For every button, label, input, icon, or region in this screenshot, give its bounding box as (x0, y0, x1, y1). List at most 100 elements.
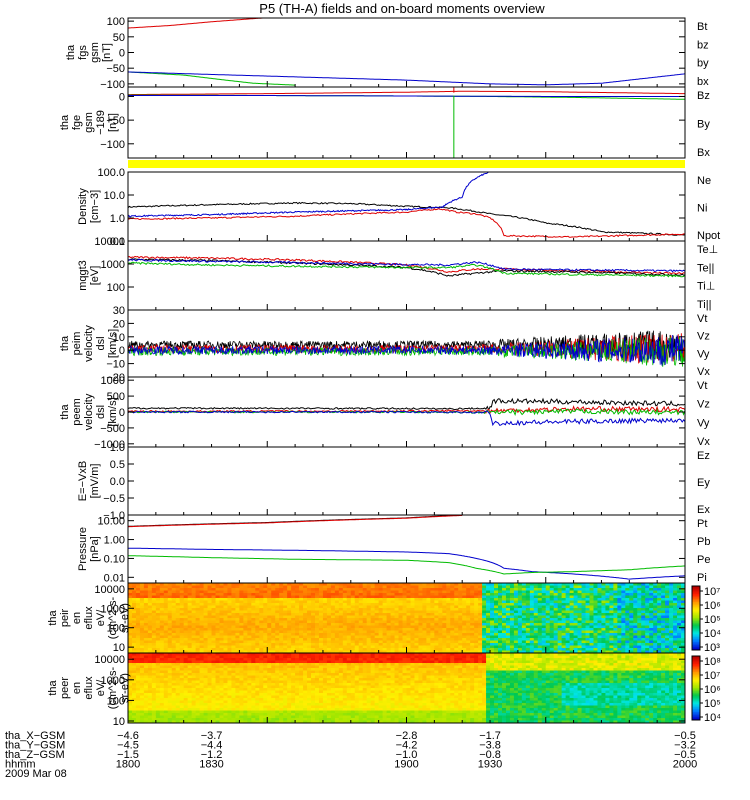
heatmap-cell (521, 628, 527, 632)
heatmap-cell (215, 635, 221, 639)
heatmap-cell (203, 715, 209, 719)
heatmap-cell (645, 640, 650, 644)
heatmap-cell (410, 603, 416, 607)
heatmap-cell (307, 643, 312, 647)
heatmap-cell (597, 600, 603, 604)
heatmap-cell (346, 585, 352, 589)
heatmap-cell (370, 588, 376, 592)
heatmap-cell (255, 588, 260, 592)
heatmap-cell (454, 583, 459, 587)
heatmap-cell (593, 628, 599, 632)
heatmap-cell (649, 633, 654, 637)
heatmap-cell (498, 633, 503, 637)
legend-entry: Vz (697, 399, 710, 411)
heatmap-cell (171, 648, 177, 652)
heatmap-cell (322, 635, 328, 639)
heatmap-cell (422, 650, 427, 653)
heatmap-cell (641, 623, 646, 627)
heatmap-cell (541, 618, 547, 622)
heatmap-cell (163, 700, 169, 704)
heatmap-cell (203, 690, 209, 694)
heatmap-cell (565, 638, 571, 642)
heatmap-cell (661, 628, 666, 632)
heatmap-cell (573, 648, 579, 652)
heatmap-cell (362, 598, 368, 602)
heatmap-cell (390, 628, 396, 632)
heatmap-cell (418, 610, 424, 614)
heatmap-cell (227, 610, 233, 614)
heatmap-cell (219, 623, 225, 627)
heatmap-cell (637, 593, 642, 597)
heatmap-cell (637, 618, 642, 622)
heatmap-cell (358, 595, 364, 599)
heatmap-cell (159, 635, 165, 639)
heatmap-cell (183, 660, 189, 664)
y-tick-label: 1000 (101, 603, 125, 615)
heatmap-cell (279, 588, 284, 592)
heatmap-cell (537, 625, 543, 629)
heatmap-cell (139, 705, 145, 709)
heatmap-cell (450, 645, 455, 649)
heatmap-cell (318, 583, 324, 587)
heatmap-cell (187, 698, 193, 702)
heatmap-cell (438, 633, 443, 637)
heatmap-cell (521, 593, 527, 597)
heatmap-cell (569, 613, 575, 617)
heatmap-cell (609, 650, 614, 653)
heatmap-cell (235, 620, 240, 624)
heatmap-cell (482, 643, 487, 647)
heatmap-cell (151, 680, 157, 684)
heatmap-cell (593, 625, 599, 629)
heatmap-cell (307, 593, 312, 597)
heatmap-cell (410, 590, 416, 594)
heatmap-cell (311, 595, 316, 599)
heatmap-cell (581, 583, 587, 587)
heatmap-cell (326, 603, 332, 607)
heatmap-cell (677, 643, 682, 647)
heatmap-cell (410, 625, 416, 629)
heatmap-cell (513, 595, 519, 599)
heatmap-cell (498, 598, 503, 602)
heatmap-cell (171, 698, 177, 702)
heatmap-cell (621, 605, 626, 609)
heatmap-cell (402, 640, 408, 644)
heatmap-cell (466, 620, 471, 624)
legend-entry: Pi (697, 572, 707, 584)
heatmap-cell (414, 598, 420, 602)
heatmap-cell (386, 648, 392, 652)
heatmap-cell (263, 623, 268, 627)
heatmap-cell (179, 593, 185, 597)
heatmap-cell (366, 643, 372, 647)
heatmap-cell (179, 703, 185, 707)
heatmap-cell (561, 603, 567, 607)
heatmap-cell (406, 643, 412, 647)
heatmap-cell (263, 633, 268, 637)
heatmap-cell (287, 588, 292, 592)
heatmap-cell (581, 623, 587, 627)
heatmap-cell (541, 645, 547, 649)
heatmap-cell (557, 640, 563, 644)
heatmap-cell (223, 590, 229, 594)
heatmap-cell (131, 620, 137, 624)
heatmap-cell (653, 600, 658, 604)
heatmap-cell (362, 625, 368, 629)
heatmap-cell (299, 605, 304, 609)
heatmap-cell (267, 635, 272, 639)
heatmap-cell (334, 585, 340, 589)
heatmap-cell (175, 668, 181, 672)
heatmap-cell (501, 643, 507, 647)
heatmap-cell (231, 595, 237, 599)
heatmap-cell (287, 618, 292, 622)
heatmap-cell (533, 625, 539, 629)
colorbar-swatch (692, 621, 700, 624)
heatmap-cell (171, 588, 177, 592)
heatmap-cell (155, 643, 161, 647)
heatmap-cell (406, 623, 412, 627)
heatmap-cell (513, 628, 519, 632)
heatmap-cell (525, 588, 531, 592)
heatmap-cell (147, 673, 153, 677)
heatmap-cell (231, 638, 237, 642)
heatmap-cell (657, 618, 662, 622)
heatmap-cell (609, 630, 614, 634)
heatmap-cell (513, 590, 519, 594)
